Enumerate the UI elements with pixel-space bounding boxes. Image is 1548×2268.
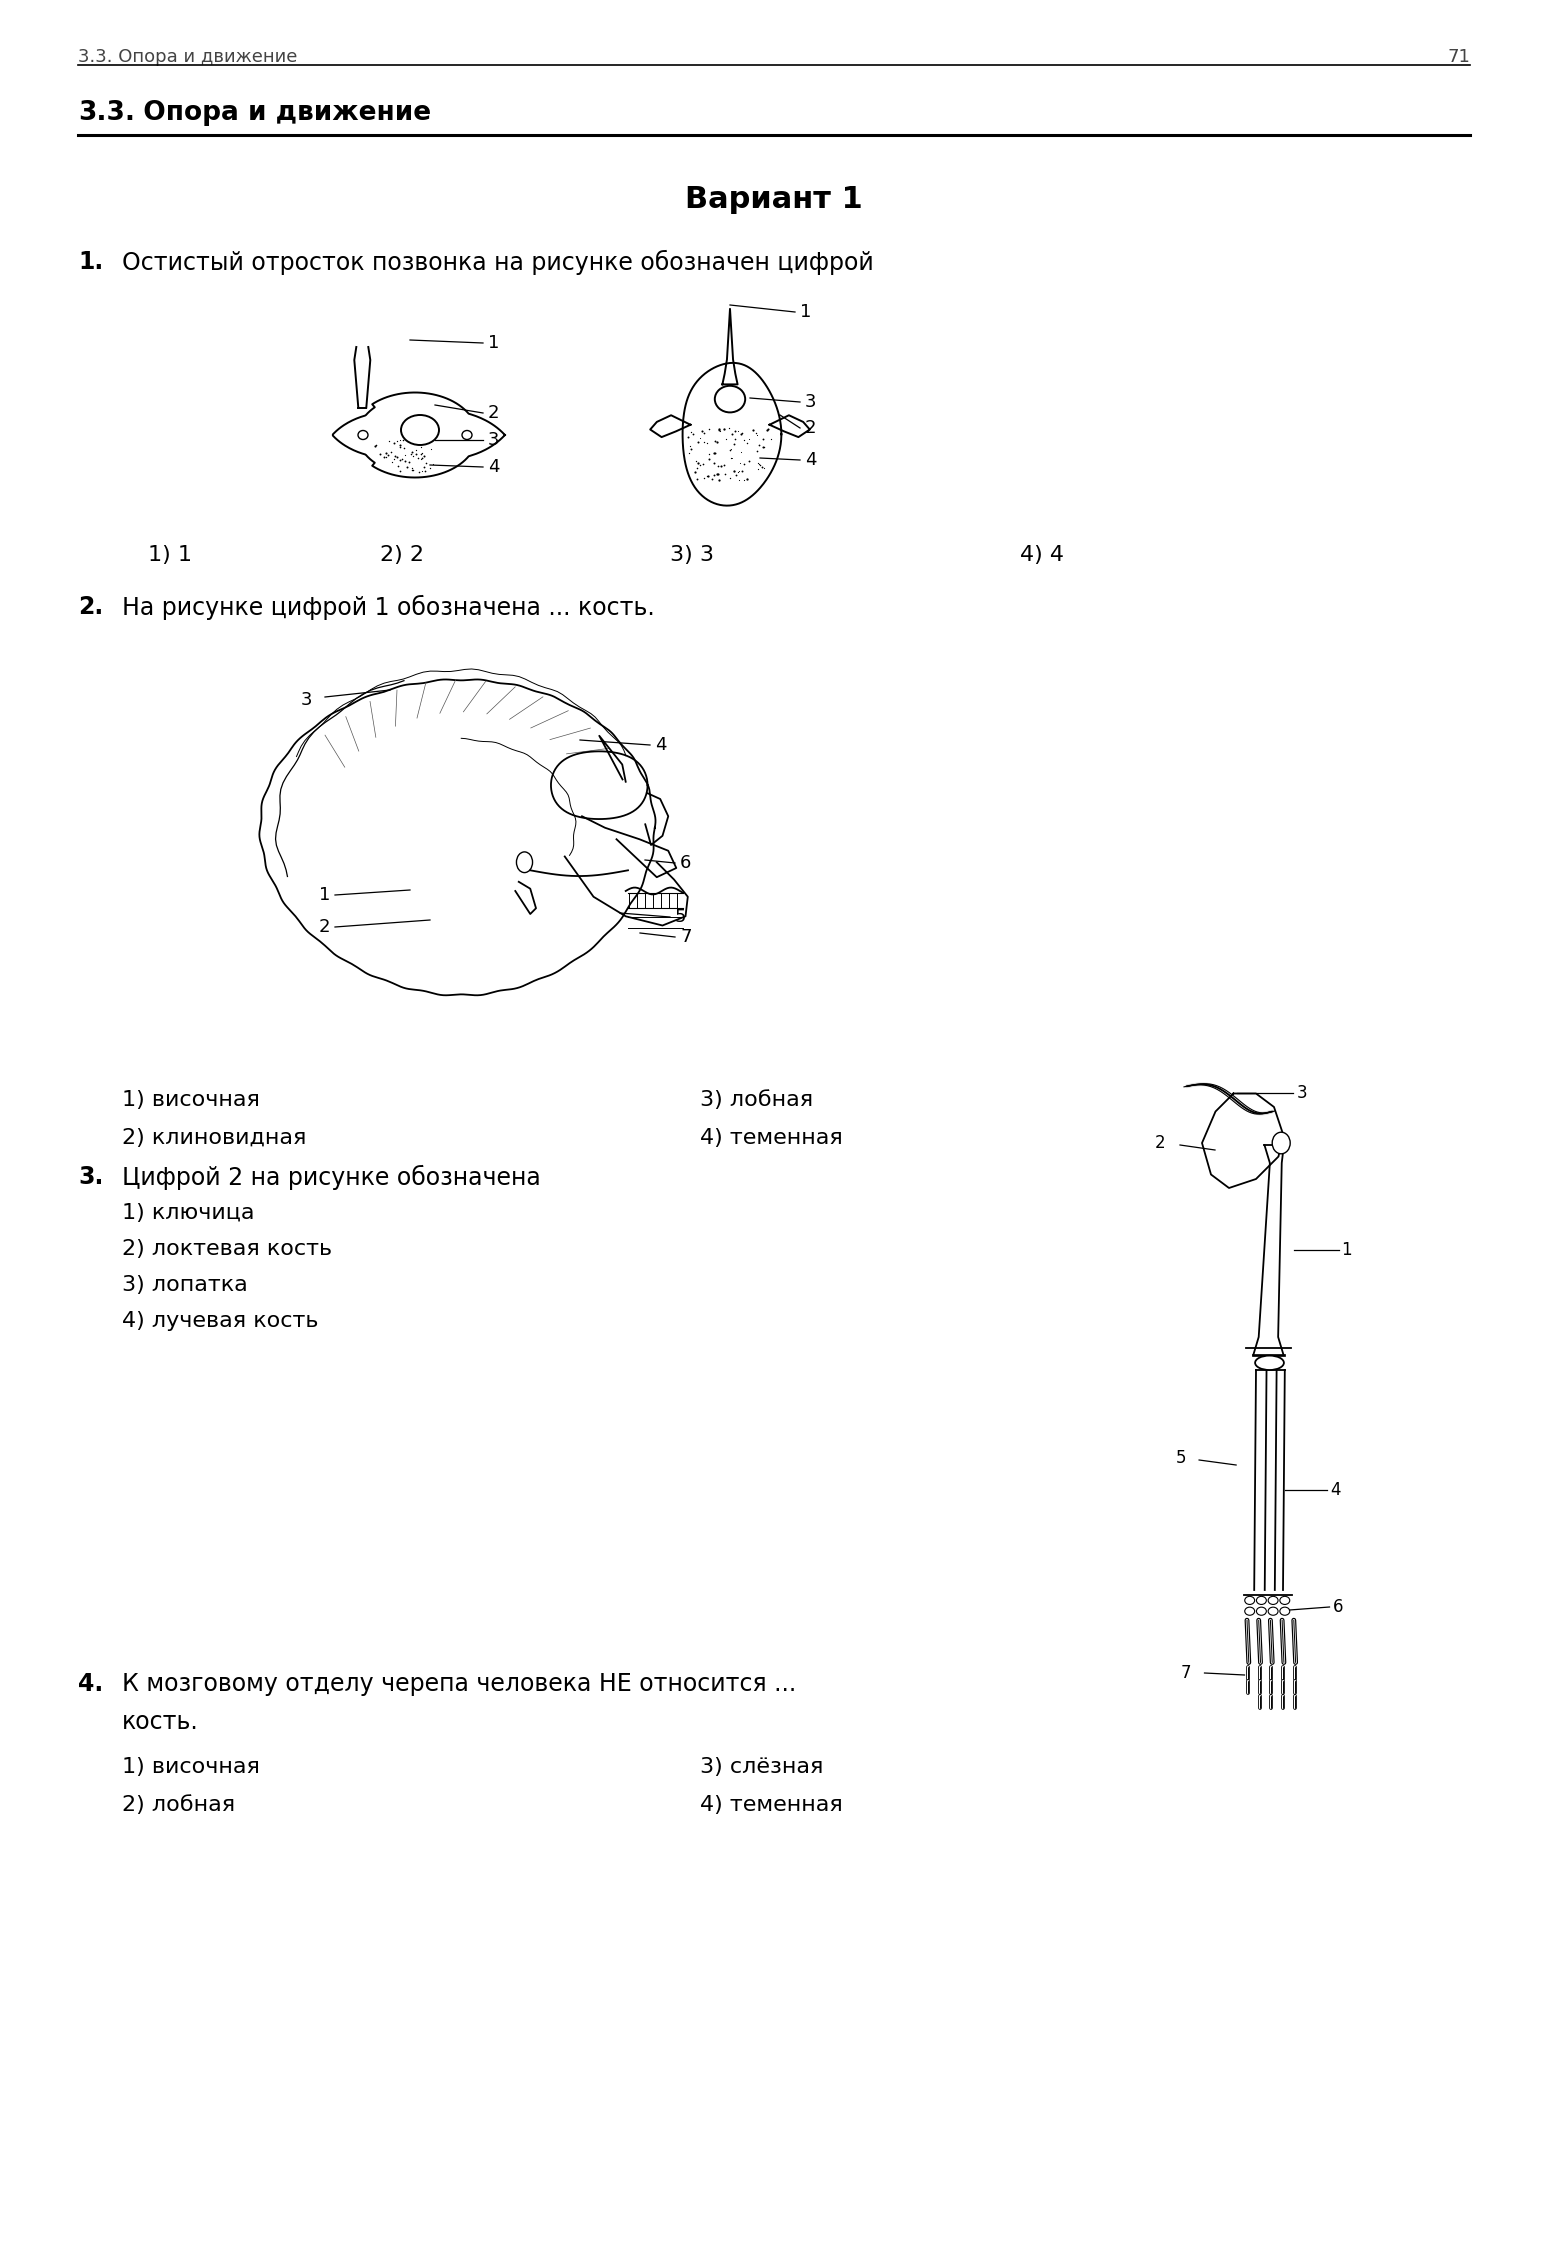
- Text: 4) теменная: 4) теменная: [700, 1794, 842, 1814]
- Ellipse shape: [1272, 1132, 1289, 1154]
- Text: 1: 1: [488, 333, 500, 352]
- Polygon shape: [769, 415, 810, 438]
- Text: 3) 3: 3) 3: [670, 544, 714, 565]
- Polygon shape: [260, 680, 655, 996]
- Text: 5: 5: [1175, 1449, 1186, 1467]
- Text: 6: 6: [1333, 1599, 1344, 1617]
- Polygon shape: [1276, 1370, 1285, 1590]
- Ellipse shape: [1280, 1608, 1289, 1615]
- Text: 1: 1: [319, 887, 330, 905]
- Text: 3) лопатка: 3) лопатка: [122, 1275, 248, 1295]
- Text: 1) 1: 1) 1: [149, 544, 192, 565]
- Text: 6: 6: [680, 855, 692, 871]
- Text: 2.: 2.: [77, 594, 104, 619]
- Polygon shape: [1201, 1093, 1283, 1188]
- Ellipse shape: [401, 415, 440, 445]
- Ellipse shape: [1245, 1608, 1254, 1615]
- Ellipse shape: [461, 431, 472, 440]
- Text: 1) ключица: 1) ключица: [122, 1202, 254, 1222]
- Text: На рисунке цифрой 1 обозначена ... кость.: На рисунке цифрой 1 обозначена ... кость…: [122, 594, 655, 619]
- Text: 2: 2: [319, 919, 330, 937]
- Text: Вариант 1: Вариант 1: [686, 186, 862, 213]
- Ellipse shape: [1257, 1608, 1266, 1615]
- Ellipse shape: [358, 431, 368, 440]
- Polygon shape: [1254, 1145, 1283, 1354]
- Polygon shape: [1254, 1370, 1266, 1590]
- Polygon shape: [333, 392, 505, 479]
- Text: 4) теменная: 4) теменная: [700, 1127, 842, 1148]
- Text: 1: 1: [1342, 1241, 1351, 1259]
- Text: 3) лобная: 3) лобная: [700, 1091, 813, 1109]
- Text: 3.3. Опора и движение: 3.3. Опора и движение: [77, 48, 297, 66]
- Text: 7: 7: [1181, 1665, 1192, 1683]
- Ellipse shape: [715, 386, 745, 413]
- Ellipse shape: [1268, 1597, 1279, 1603]
- Polygon shape: [683, 363, 782, 506]
- Text: 3: 3: [805, 392, 816, 411]
- Ellipse shape: [517, 853, 533, 873]
- Text: 4: 4: [805, 451, 816, 469]
- Ellipse shape: [1245, 1597, 1254, 1603]
- Text: 3.: 3.: [77, 1166, 104, 1188]
- Text: 2) клиновидная: 2) клиновидная: [122, 1127, 307, 1148]
- Text: 71: 71: [1447, 48, 1471, 66]
- Ellipse shape: [1255, 1356, 1283, 1370]
- Text: 2) локтевая кость: 2) локтевая кость: [122, 1238, 333, 1259]
- Text: 1) височная: 1) височная: [122, 1091, 260, 1109]
- Text: 3) слёзная: 3) слёзная: [700, 1758, 824, 1778]
- Text: 2: 2: [488, 404, 500, 422]
- Text: 3: 3: [1297, 1084, 1308, 1102]
- Text: 5: 5: [675, 907, 686, 925]
- Text: 3.3.: 3.3.: [77, 100, 135, 127]
- Ellipse shape: [1257, 1597, 1266, 1603]
- Ellipse shape: [1280, 1597, 1289, 1603]
- Text: Опора и движение: Опора и движение: [125, 100, 432, 127]
- Ellipse shape: [1268, 1608, 1279, 1615]
- Text: 2: 2: [805, 420, 816, 438]
- Text: Цифрой 2 на рисунке обозначена: Цифрой 2 на рисунке обозначена: [122, 1166, 540, 1191]
- Polygon shape: [650, 415, 690, 438]
- Text: 4: 4: [1330, 1481, 1341, 1499]
- Polygon shape: [515, 882, 536, 914]
- Text: 7: 7: [680, 928, 692, 946]
- Text: 2) 2: 2) 2: [379, 544, 424, 565]
- Text: 4: 4: [655, 737, 667, 753]
- Text: 1.: 1.: [77, 249, 104, 274]
- Polygon shape: [723, 308, 737, 383]
- Text: 4) лучевая кость: 4) лучевая кость: [122, 1311, 319, 1331]
- Text: 4) 4: 4) 4: [1020, 544, 1063, 565]
- Text: 2) лобная: 2) лобная: [122, 1794, 235, 1814]
- Text: 4: 4: [488, 458, 500, 476]
- Text: 3: 3: [300, 692, 313, 710]
- Text: 1) височная: 1) височная: [122, 1758, 260, 1778]
- Text: кость.: кость.: [122, 1710, 198, 1735]
- Text: 3: 3: [488, 431, 500, 449]
- Text: 2: 2: [1155, 1134, 1166, 1152]
- Text: 1: 1: [800, 304, 811, 322]
- Text: Остистый отросток позвонка на рисунке обозначен цифрой: Остистый отросток позвонка на рисунке об…: [122, 249, 873, 274]
- Text: 4.: 4.: [77, 1672, 104, 1696]
- Text: К мозговому отделу черепа человека НЕ относится ...: К мозговому отделу черепа человека НЕ от…: [122, 1672, 796, 1696]
